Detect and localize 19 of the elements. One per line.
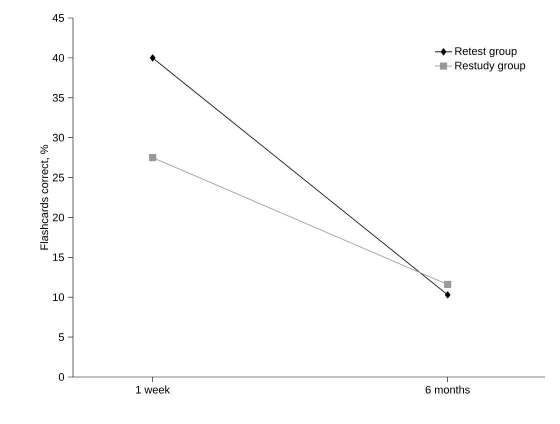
y-tick-label: 20: [52, 214, 64, 222]
y-tick-label: 10: [53, 293, 64, 302]
y-tick-label: 15: [53, 254, 64, 262]
y-tick-label: 0: [58, 373, 64, 381]
y-tick-label: 5: [58, 333, 64, 341]
y-tick-label: 25: [52, 174, 64, 182]
point: [444, 280, 452, 288]
point: [149, 154, 156, 162]
x-tick-label: 6 months: [426, 386, 470, 394]
point: [150, 54, 156, 62]
legend-label: Retest group: [455, 47, 517, 58]
y-axis-title: Flashcards correct, %: [40, 144, 50, 250]
legend-label: Restudy group: [455, 61, 526, 72]
y-tick-label: 40: [52, 54, 64, 62]
x-tick-label: 1 week: [136, 386, 170, 394]
point: [444, 291, 450, 298]
y-tick-label: 35: [52, 94, 64, 102]
y-tick-label: 30: [52, 134, 64, 142]
y-tick-label: 45: [52, 14, 64, 22]
